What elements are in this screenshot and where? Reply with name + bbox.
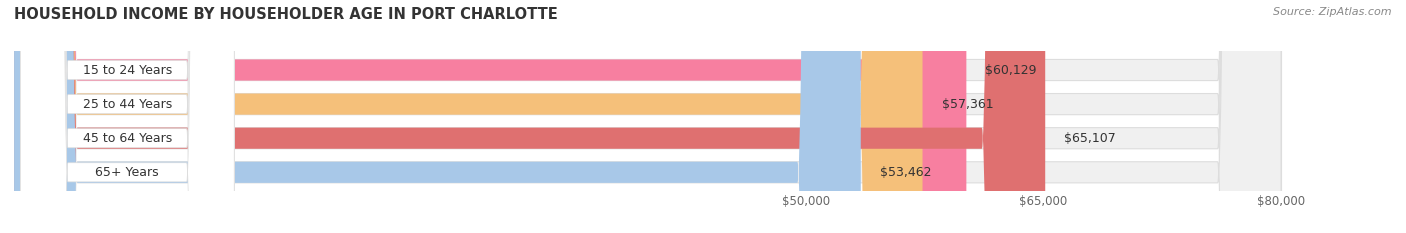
FancyBboxPatch shape <box>21 0 235 233</box>
FancyBboxPatch shape <box>14 0 966 233</box>
FancyBboxPatch shape <box>14 0 1281 233</box>
FancyBboxPatch shape <box>14 0 1045 233</box>
FancyBboxPatch shape <box>21 0 235 233</box>
FancyBboxPatch shape <box>14 0 922 233</box>
Text: HOUSEHOLD INCOME BY HOUSEHOLDER AGE IN PORT CHARLOTTE: HOUSEHOLD INCOME BY HOUSEHOLDER AGE IN P… <box>14 7 558 22</box>
Text: 15 to 24 Years: 15 to 24 Years <box>83 64 172 76</box>
FancyBboxPatch shape <box>14 0 1281 233</box>
Text: $57,361: $57,361 <box>942 98 993 111</box>
Text: Source: ZipAtlas.com: Source: ZipAtlas.com <box>1274 7 1392 17</box>
Text: 65+ Years: 65+ Years <box>96 166 159 179</box>
Text: $53,462: $53,462 <box>880 166 931 179</box>
FancyBboxPatch shape <box>21 0 235 233</box>
Text: $60,129: $60,129 <box>986 64 1036 76</box>
Text: 25 to 44 Years: 25 to 44 Years <box>83 98 172 111</box>
Text: $65,107: $65,107 <box>1064 132 1116 145</box>
Text: 45 to 64 Years: 45 to 64 Years <box>83 132 172 145</box>
FancyBboxPatch shape <box>14 0 1281 233</box>
FancyBboxPatch shape <box>14 0 1281 233</box>
FancyBboxPatch shape <box>21 0 235 233</box>
FancyBboxPatch shape <box>14 0 860 233</box>
